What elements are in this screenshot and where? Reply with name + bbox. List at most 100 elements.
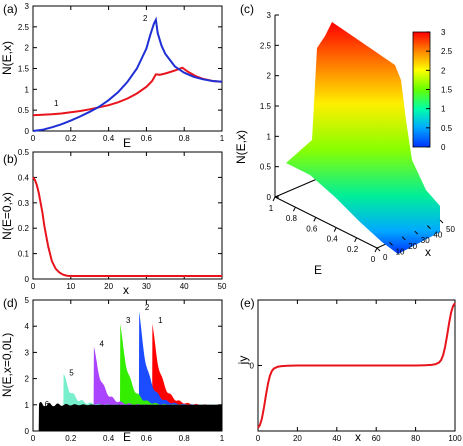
panel-c-cbar-tick-label: 2.5: [441, 47, 453, 56]
panel-c-xtick: [376, 247, 381, 252]
panel-e-ytick-label: 0: [250, 362, 255, 371]
panel-c-xtick-label: 20: [408, 242, 417, 251]
panel-d-xtick-label: 0.4: [103, 434, 115, 443]
panel-a-series-1: [32, 66, 223, 117]
panel-a-series-2: [32, 16, 223, 132]
panel-c-xlabel: E: [314, 263, 322, 277]
panel-b-ytick-label: 0.2: [18, 224, 30, 233]
panel-d-series-label-4: 4: [99, 340, 104, 349]
panel-c-ztick-label: 2: [267, 72, 272, 81]
panel-c-etick: [354, 237, 358, 243]
panel-c-ztick-label: 0: [267, 193, 272, 202]
panel-c-xtick-label: 50: [446, 225, 455, 234]
panel-b-ytick-label: 0.3: [18, 199, 30, 208]
panel-c-etick-label: 0.6: [306, 224, 318, 233]
panel-e-xtick-label: 60: [372, 434, 381, 443]
panel-d-area-6: [38, 401, 223, 431]
panel-a: (a) N(E,x) E 1 2 0 0.2 0.4 0.6 0.8 1 0 0.5 1 1.5 2…: [0, 2, 225, 150]
panel-d-series-label-5: 5: [69, 368, 74, 377]
panel-c-etick: [333, 227, 337, 232]
panel-e: (e) jy x 0 20 40 60 80 100 0: [236, 296, 462, 444]
panel-a-ytick-label: 0: [25, 127, 30, 136]
panel-b-ytick-label: 0.1: [18, 250, 30, 259]
panel-d-ylabel: N(E,x=0,0L): [0, 333, 14, 397]
panel-a-ytick-label: 2.5: [18, 23, 30, 32]
panel-e-xtick-label: 0: [256, 434, 261, 443]
panel-c-xtick: [427, 225, 431, 229]
panel-e-xlabel: x: [355, 430, 361, 444]
panel-c-ztick-label: 2.5: [260, 41, 272, 50]
panel-a-xtick-label: 0.4: [103, 134, 115, 143]
panel-c-ztick-label: 1: [267, 132, 272, 141]
panel-d-series-label-2: 2: [145, 303, 150, 312]
panel-d-ytick-label: 1: [25, 401, 30, 410]
panel-d-series-label-3: 3: [126, 316, 131, 325]
panel-e-xtick-label: 20: [293, 434, 302, 443]
panel-a-xtick-label: 0.6: [141, 134, 153, 143]
panel-c-xtick-label: 30: [421, 236, 430, 245]
panel-d-xlabel: E: [123, 430, 131, 444]
panel-a-ytick-label: 3: [25, 2, 30, 11]
panel-a-series-2-label: 2: [143, 14, 148, 23]
panel-d-ytick-label: 0: [25, 427, 30, 436]
panel-a-xtick-label: 0.2: [65, 134, 77, 143]
panel-c-label: (c): [240, 2, 254, 16]
panel-c-ztick-label: 1.5: [260, 102, 272, 111]
panel-c-etick: [374, 247, 378, 253]
panel-c-etick: [272, 196, 276, 202]
panel-b-xtick-label: 0: [31, 282, 36, 291]
panel-c-etick-label: 1: [269, 204, 274, 213]
panel-c-etick-label: 0.8: [286, 214, 298, 223]
panel-d-area-2: [138, 311, 222, 431]
panel-c-xtick: [414, 230, 419, 235]
panel-d-area-3: [119, 323, 222, 431]
panel-a-ytick-label: 0.5: [18, 106, 30, 115]
panel-c-ztick-label: 0.5: [260, 163, 272, 172]
panel-d-xtick-label: 0.2: [65, 434, 77, 443]
panel-b-xtick-label: 30: [142, 282, 151, 291]
panel-a-ytick-label: 1.5: [18, 65, 30, 74]
panel-c-etick-label: 0.2: [347, 245, 359, 254]
panel-a-frame: [32, 5, 223, 132]
panel-c-surface: [286, 22, 440, 254]
panel-d-frame: [32, 299, 223, 432]
panel-c-ztick-label: 3: [267, 11, 272, 20]
panel-d-series-label-1: 1: [158, 316, 163, 325]
panel-d-xtick-label: 0.8: [179, 434, 191, 443]
panel-b-ytick-label: 0: [25, 275, 30, 284]
panel-a-ytick-label: 2: [25, 44, 30, 53]
panel-d-xtick-label: 1: [220, 434, 225, 443]
panel-e-ylabel: jy: [236, 356, 250, 366]
panel-b-ytick-label: 0.4: [18, 173, 30, 182]
panel-b-xtick-label: 20: [104, 282, 113, 291]
panel-c: (c) N(E,x) E x 0 0.5 1 1.5 2 2.5 3 1 0.8 0.6 0.4 0.…: [234, 2, 455, 277]
panel-b-xlabel: x: [123, 283, 129, 297]
panel-c-xtick-label: 40: [433, 231, 442, 240]
panel-c-etick-label: 0: [371, 255, 376, 264]
panel-b-xtick-label: 50: [218, 282, 227, 291]
panel-d-ytick-label: 4: [25, 322, 30, 331]
panel-c-xtick-label: 0: [383, 253, 388, 262]
panel-c-etick: [313, 217, 317, 222]
panel-c-cbar-tick-label: 0: [441, 143, 446, 152]
panel-d-xtick-label: 0: [31, 434, 36, 443]
panel-e-xtick-label: 40: [332, 434, 341, 443]
panel-b-xtick-label: 40: [180, 282, 189, 291]
panel-c-xtick: [439, 219, 444, 224]
panel-d-xtick-label: 0.6: [141, 434, 153, 443]
panel-a-label: (a): [3, 2, 18, 16]
panel-c-cbar-tick-label: 1: [441, 105, 446, 114]
panel-c-ylabel: x: [425, 245, 431, 259]
panel-c-xtick: [401, 236, 406, 241]
panel-c-cbar-tick-label: 2: [441, 66, 446, 75]
panel-c-cbar-tick-label: 3: [441, 28, 446, 37]
panel-b-frame: [32, 151, 223, 280]
panel-d-ytick-label: 5: [25, 296, 30, 305]
panel-d-ytick-label: 3: [25, 348, 30, 357]
panel-c-etick: [292, 206, 296, 212]
panel-c-xtick-label: 10: [396, 247, 405, 256]
panel-a-ylabel: N(E,x): [0, 41, 14, 75]
panel-c-cbar-tick-label: 0.5: [441, 124, 453, 133]
